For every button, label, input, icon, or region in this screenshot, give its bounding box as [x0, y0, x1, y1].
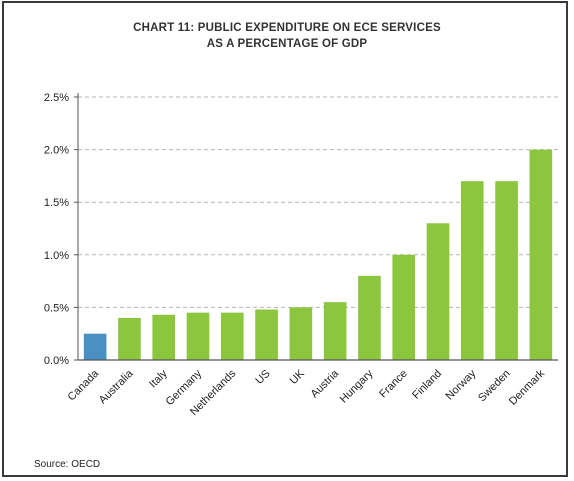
chart-title-line-1: CHART 11: PUBLIC EXPENDITURE ON ECE SERV… [133, 22, 441, 34]
bar [118, 317, 141, 360]
bar [460, 181, 484, 360]
bar [220, 312, 244, 360]
x-tick-label: UK [288, 367, 308, 387]
x-tick-label: US [253, 368, 272, 387]
bar [358, 275, 381, 360]
x-tick-label: France [377, 368, 410, 401]
x-tick-label: Hungary [338, 367, 376, 405]
bar [495, 181, 518, 360]
y-tick-label: 0.5% [44, 302, 69, 314]
bar [255, 309, 278, 360]
y-tick-label: 2.0% [44, 145, 69, 157]
y-tick-label: 1.0% [44, 250, 69, 262]
bar [186, 312, 210, 360]
y-tick-label: 2.5% [44, 92, 69, 104]
x-tick-label: Italy [147, 367, 170, 390]
x-tick-label: Finland [410, 368, 444, 402]
bar [426, 223, 450, 360]
chart-title: CHART 11: PUBLIC EXPENDITURE ON ECE SERV… [0, 20, 574, 52]
bar [529, 149, 553, 360]
y-tick-label: 0.0% [44, 355, 69, 367]
x-tick-label: Norway [444, 367, 479, 402]
y-tick-label: 1.5% [44, 197, 69, 209]
source-note: Source: OECD [34, 459, 101, 470]
bar [152, 314, 176, 360]
bar [83, 333, 107, 360]
x-tick-label: Denmark [507, 367, 547, 407]
x-tick-label: Australia [97, 367, 136, 406]
bar [289, 307, 313, 360]
x-tick-label: Austria [309, 367, 342, 400]
chart-title-line-2: AS A PERCENTAGE OF GDP [206, 38, 368, 50]
bar [323, 302, 347, 360]
bar [392, 254, 416, 360]
